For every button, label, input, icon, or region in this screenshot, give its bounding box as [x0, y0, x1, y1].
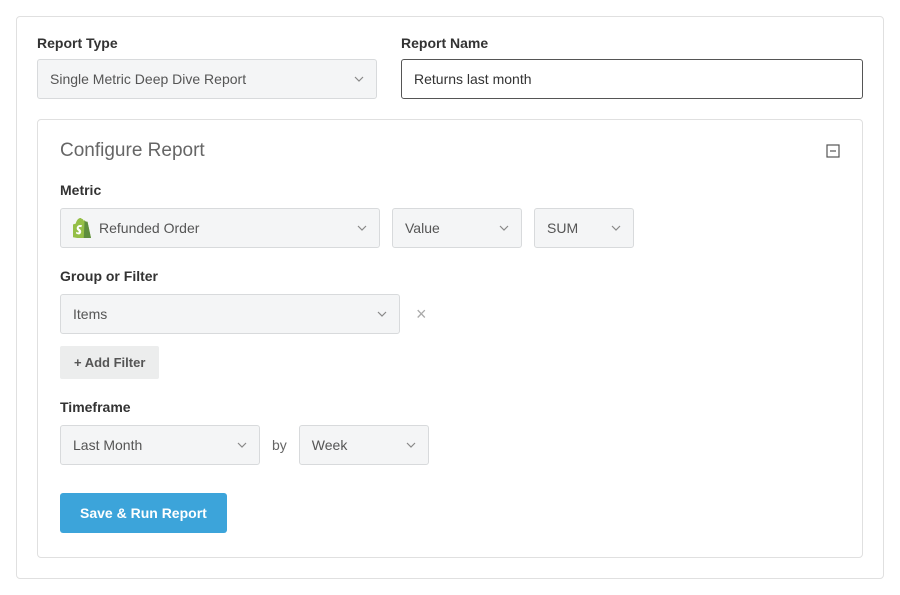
- metric-measure-dropdown[interactable]: Value: [392, 208, 522, 248]
- timeframe-row: Last Month by Week: [60, 425, 840, 465]
- chevron-down-icon: [499, 223, 509, 233]
- metric-source-value: Refunded Order: [99, 220, 199, 236]
- metric-aggregation-dropdown[interactable]: SUM: [534, 208, 634, 248]
- report-name-field: Report Name: [401, 35, 863, 99]
- report-type-label: Report Type: [37, 35, 377, 51]
- filter-value: Items: [73, 306, 377, 322]
- report-type-value: Single Metric Deep Dive Report: [50, 71, 354, 87]
- chevron-down-icon: [406, 440, 416, 450]
- save-run-button[interactable]: Save & Run Report: [60, 493, 227, 533]
- timeframe-section: Timeframe Last Month by Week: [60, 399, 840, 465]
- metric-aggregation-value: SUM: [547, 220, 611, 236]
- top-row: Report Type Single Metric Deep Dive Repo…: [37, 35, 863, 99]
- report-name-label: Report Name: [401, 35, 863, 51]
- metric-label: Metric: [60, 182, 840, 198]
- chevron-down-icon: [377, 309, 387, 319]
- chevron-down-icon: [611, 223, 621, 233]
- report-type-field: Report Type Single Metric Deep Dive Repo…: [37, 35, 377, 99]
- metric-source-dropdown[interactable]: Refunded Order: [60, 208, 380, 248]
- shopify-icon: [73, 218, 91, 238]
- config-header: Configure Report: [60, 140, 840, 162]
- remove-filter-icon[interactable]: ×: [412, 304, 431, 325]
- add-filter-button[interactable]: + Add Filter: [60, 346, 159, 379]
- timeframe-period-dropdown[interactable]: Last Month: [60, 425, 260, 465]
- timeframe-period-value: Last Month: [73, 437, 237, 453]
- chevron-down-icon: [354, 74, 364, 84]
- timeframe-interval-dropdown[interactable]: Week: [299, 425, 429, 465]
- metric-section: Metric Refunded Order Value: [60, 182, 840, 248]
- report-builder-container: Report Type Single Metric Deep Dive Repo…: [16, 16, 884, 579]
- metric-measure-value: Value: [405, 220, 499, 236]
- collapse-icon[interactable]: [826, 144, 840, 158]
- report-type-dropdown[interactable]: Single Metric Deep Dive Report: [37, 59, 377, 99]
- timeframe-interval-value: Week: [312, 437, 406, 453]
- chevron-down-icon: [237, 440, 247, 450]
- filter-section: Group or Filter Items × + Add Filter: [60, 268, 840, 379]
- filter-dropdown[interactable]: Items: [60, 294, 400, 334]
- config-title: Configure Report: [60, 140, 205, 162]
- filter-row: Items ×: [60, 294, 840, 334]
- by-label: by: [272, 437, 287, 453]
- chevron-down-icon: [357, 223, 367, 233]
- metric-row: Refunded Order Value SUM: [60, 208, 840, 248]
- timeframe-label: Timeframe: [60, 399, 840, 415]
- report-name-input[interactable]: [401, 59, 863, 99]
- configure-report-panel: Configure Report Metric Refunded Order: [37, 119, 863, 558]
- filter-label: Group or Filter: [60, 268, 840, 284]
